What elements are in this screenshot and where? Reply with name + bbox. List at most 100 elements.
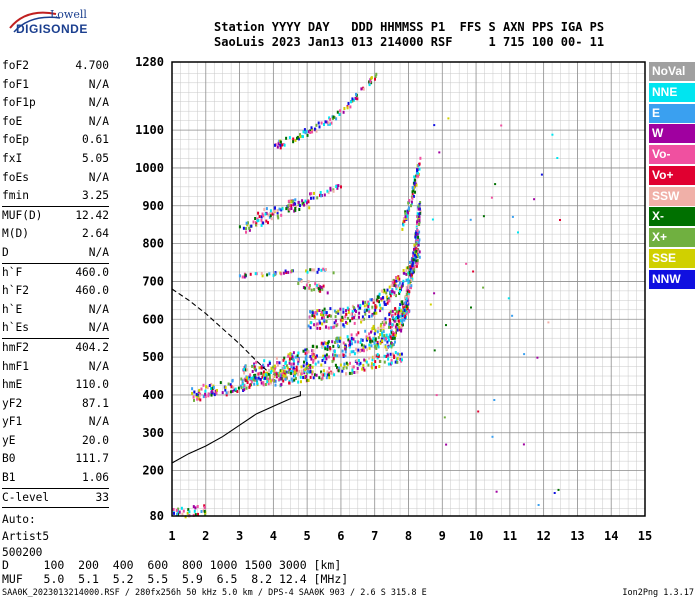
echo-point <box>389 290 392 294</box>
echo-point <box>296 136 298 140</box>
echo-point <box>365 335 368 339</box>
echo-point <box>339 109 342 113</box>
echo-point <box>394 332 397 336</box>
echo-point <box>216 389 218 392</box>
echo-point <box>245 378 248 382</box>
y-tick-label: 600 <box>142 312 164 326</box>
echo-point <box>310 357 313 361</box>
echo-point <box>402 269 405 272</box>
echo-point <box>391 324 393 328</box>
echo-point <box>204 395 207 398</box>
echo-point <box>266 273 269 277</box>
echo-point <box>407 310 410 314</box>
echo-point <box>300 279 303 283</box>
echo-point <box>433 292 436 295</box>
echo-point <box>373 341 376 345</box>
echo-point <box>335 337 338 341</box>
echo-point <box>303 375 306 379</box>
echo-point <box>362 347 365 351</box>
echo-point <box>383 354 386 358</box>
echo-point <box>349 343 352 347</box>
echo-point <box>249 272 252 276</box>
echo-point <box>399 358 402 361</box>
echo-point <box>345 361 348 365</box>
echo-point <box>365 360 368 364</box>
echo-point <box>382 330 385 334</box>
echo-point <box>305 203 308 207</box>
echo-point <box>372 298 375 302</box>
echo-point <box>249 383 252 387</box>
echo-point <box>405 278 408 282</box>
plot-frame <box>171 61 646 517</box>
echo-point <box>325 313 328 316</box>
echo-point <box>272 369 275 373</box>
echo-point <box>188 510 191 514</box>
echo-point <box>194 513 197 517</box>
echo-point <box>256 217 259 221</box>
echo-point <box>255 221 258 225</box>
param-row: yE 20.0 <box>2 432 109 451</box>
echo-point <box>507 297 510 300</box>
echo-point <box>274 272 277 276</box>
param-label: yF1 <box>2 415 23 429</box>
echo-point <box>315 373 318 377</box>
echo-point <box>281 207 284 211</box>
echo-point <box>392 343 395 347</box>
param-row: hmF1 N/A <box>2 358 109 377</box>
echo-point <box>267 221 269 225</box>
echo-point <box>397 311 400 314</box>
echo-point <box>391 323 394 327</box>
echo-point <box>375 72 378 76</box>
echo-point <box>245 386 248 390</box>
echo-point <box>349 319 352 323</box>
echo-point <box>273 364 276 368</box>
echo-point <box>306 270 309 274</box>
echo-point <box>416 214 418 218</box>
param-row: yF2 87.1 <box>2 395 109 414</box>
echo-point <box>262 363 265 367</box>
echo-point <box>357 331 360 335</box>
param-row: fmin 3.25 <box>2 187 109 206</box>
echo-point <box>431 218 434 221</box>
echo-point <box>267 377 270 381</box>
echo-point <box>283 366 286 369</box>
echo-point <box>359 361 362 365</box>
echo-point <box>284 361 287 365</box>
echo-point <box>337 309 340 313</box>
echo-point <box>291 372 294 375</box>
echo-point <box>402 223 405 227</box>
echo-point <box>405 312 408 316</box>
echo-point <box>419 201 422 204</box>
echo-point <box>329 188 332 192</box>
header-row2: SaoLuis 2023 Jan13 013 214000 RSF 1 715 … <box>214 35 605 49</box>
echo-point <box>367 305 370 309</box>
echo-point <box>297 200 300 204</box>
echo-point <box>320 286 323 289</box>
axis-ticks: 1 2 3 4 5 6 7 8 9 10 11 12 13 14 158020030040050060070… <box>135 55 652 543</box>
echo-point <box>318 309 321 312</box>
echo-point <box>390 291 393 295</box>
echo-point <box>274 143 276 147</box>
echo-point <box>260 215 263 219</box>
echo-point <box>200 387 203 391</box>
echo-point <box>372 300 375 304</box>
echo-point <box>491 435 494 438</box>
echo-point <box>247 221 249 225</box>
echo-point <box>242 226 245 230</box>
echo-point <box>371 298 373 302</box>
echo-point <box>232 386 235 390</box>
echo-point <box>333 373 336 377</box>
echo-point <box>400 325 403 329</box>
echo-point <box>445 443 448 446</box>
echo-point <box>197 397 200 401</box>
echo-point <box>323 316 325 320</box>
echo-point <box>383 290 386 294</box>
echo-point <box>323 341 326 345</box>
echo-point <box>310 196 312 200</box>
echo-point <box>407 288 410 291</box>
echo-point <box>297 351 300 355</box>
echo-point <box>309 316 312 320</box>
echo-point <box>412 267 415 271</box>
echo-point <box>363 317 366 321</box>
echo-point <box>285 370 288 374</box>
